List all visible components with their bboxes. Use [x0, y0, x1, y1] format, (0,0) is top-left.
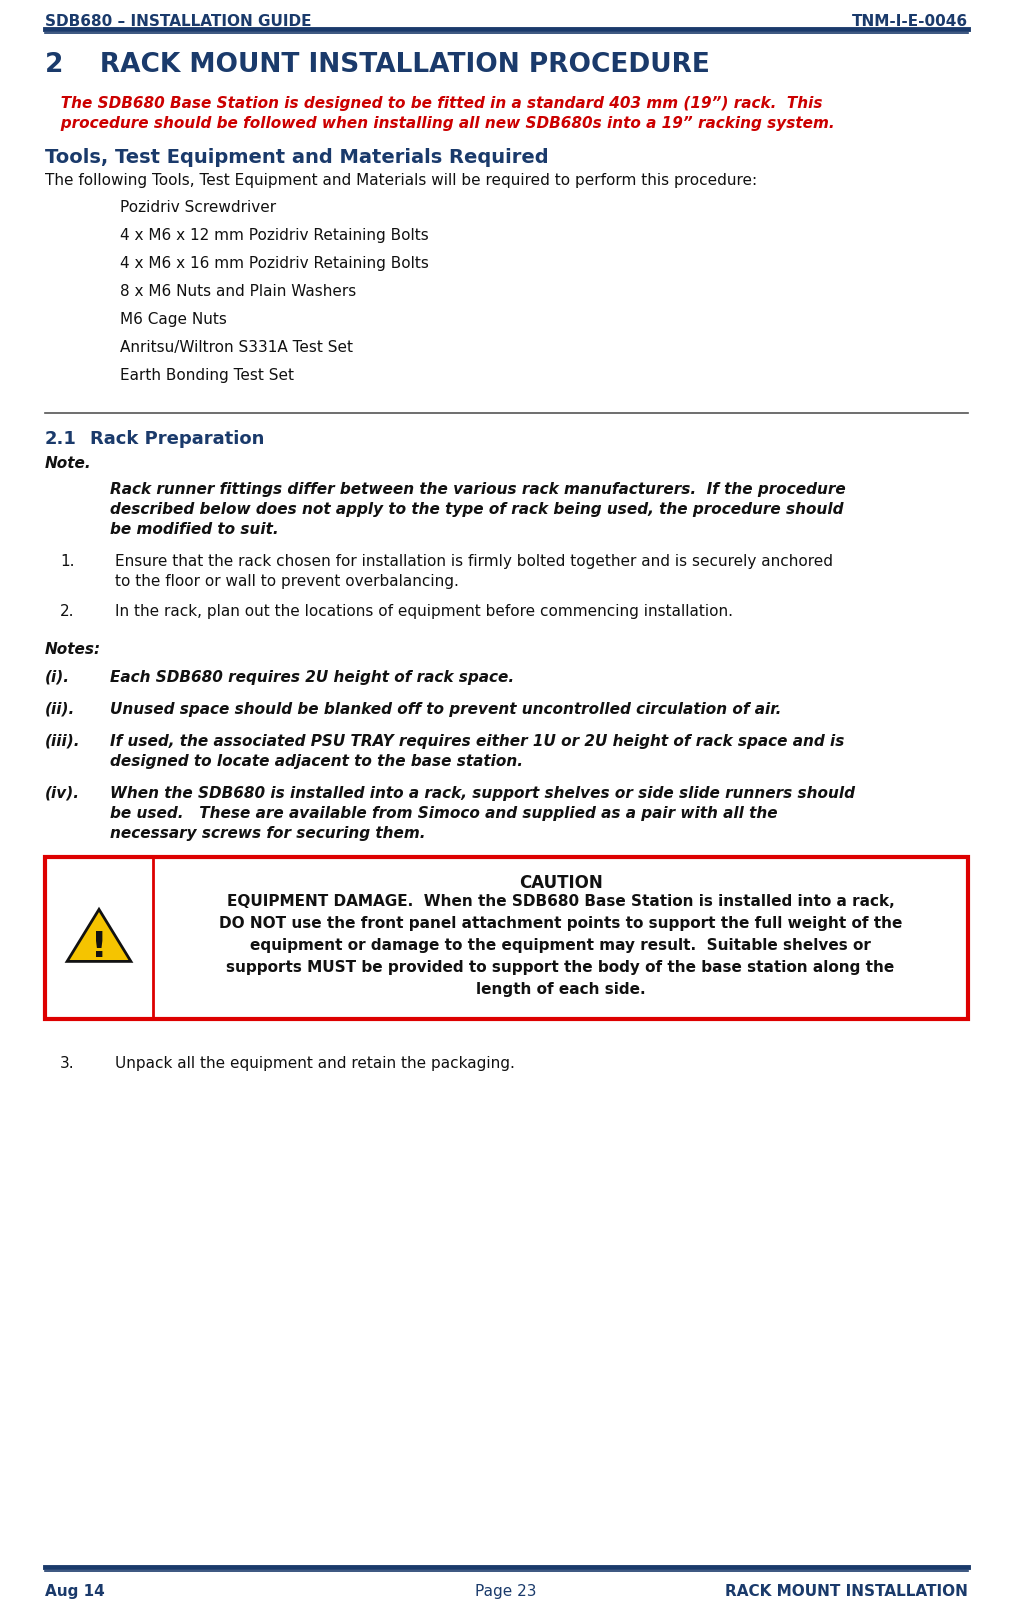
Text: Notes:: Notes:	[45, 641, 101, 657]
Text: !: !	[91, 929, 107, 964]
Text: (iii).: (iii).	[45, 733, 80, 749]
Text: SDB680 – INSTALLATION GUIDE: SDB680 – INSTALLATION GUIDE	[45, 14, 312, 29]
Text: 4 x M6 x 12 mm Pozidriv Retaining Bolts: 4 x M6 x 12 mm Pozidriv Retaining Bolts	[120, 228, 428, 243]
Text: DO NOT use the front panel attachment points to support the full weight of the: DO NOT use the front panel attachment po…	[219, 916, 903, 930]
Text: Pozidriv Screwdriver: Pozidriv Screwdriver	[120, 199, 277, 215]
Text: Tools, Test Equipment and Materials Required: Tools, Test Equipment and Materials Requ…	[45, 148, 549, 167]
Text: 2    RACK MOUNT INSTALLATION PROCEDURE: 2 RACK MOUNT INSTALLATION PROCEDURE	[45, 51, 710, 79]
Text: equipment or damage to the equipment may result.  Suitable shelves or: equipment or damage to the equipment may…	[250, 937, 871, 953]
Text: Note.: Note.	[45, 456, 91, 471]
Text: 2.1: 2.1	[45, 429, 77, 448]
Text: Page 23: Page 23	[475, 1583, 537, 1597]
Text: (i).: (i).	[45, 670, 70, 685]
Text: be used.   These are available from Simoco and supplied as a pair with all the: be used. These are available from Simoco…	[110, 805, 778, 821]
Text: 3.: 3.	[60, 1056, 75, 1070]
Text: to the floor or wall to prevent overbalancing.: to the floor or wall to prevent overbala…	[115, 574, 459, 588]
Text: procedure should be followed when installing all new SDB680s into a 19” racking : procedure should be followed when instal…	[45, 116, 835, 130]
Text: 4 x M6 x 16 mm Pozidriv Retaining Bolts: 4 x M6 x 16 mm Pozidriv Retaining Bolts	[120, 256, 428, 272]
Text: Unused space should be blanked off to prevent uncontrolled circulation of air.: Unused space should be blanked off to pr…	[110, 702, 781, 717]
Text: When the SDB680 is installed into a rack, support shelves or side slide runners : When the SDB680 is installed into a rack…	[110, 786, 855, 800]
Text: (iv).: (iv).	[45, 786, 80, 800]
Text: necessary screws for securing them.: necessary screws for securing them.	[110, 826, 425, 840]
Text: The SDB680 Base Station is designed to be fitted in a standard 403 mm (19”) rack: The SDB680 Base Station is designed to b…	[45, 96, 823, 111]
Text: Each SDB680 requires 2U height of rack space.: Each SDB680 requires 2U height of rack s…	[110, 670, 515, 685]
FancyBboxPatch shape	[45, 858, 968, 1019]
Text: designed to locate adjacent to the base station.: designed to locate adjacent to the base …	[110, 754, 523, 768]
Text: M6 Cage Nuts: M6 Cage Nuts	[120, 312, 227, 326]
Text: If used, the associated PSU TRAY requires either 1U or 2U height of rack space a: If used, the associated PSU TRAY require…	[110, 733, 845, 749]
Text: Rack Preparation: Rack Preparation	[90, 429, 264, 448]
Text: CAUTION: CAUTION	[519, 874, 603, 892]
Polygon shape	[67, 910, 131, 963]
Text: (ii).: (ii).	[45, 702, 75, 717]
Text: 8 x M6 Nuts and Plain Washers: 8 x M6 Nuts and Plain Washers	[120, 284, 357, 299]
Text: TNM-I-E-0046: TNM-I-E-0046	[852, 14, 968, 29]
Text: In the rack, plan out the locations of equipment before commencing installation.: In the rack, plan out the locations of e…	[115, 604, 733, 619]
Text: described below does not apply to the type of rack being used, the procedure sho: described below does not apply to the ty…	[110, 501, 844, 517]
Text: 1.: 1.	[60, 554, 75, 569]
Text: RACK MOUNT INSTALLATION: RACK MOUNT INSTALLATION	[725, 1583, 968, 1597]
Text: be modified to suit.: be modified to suit.	[110, 522, 279, 537]
Text: supports MUST be provided to support the body of the base station along the: supports MUST be provided to support the…	[226, 959, 894, 974]
Text: 2.: 2.	[60, 604, 75, 619]
Text: Aug 14: Aug 14	[45, 1583, 104, 1597]
Text: Unpack all the equipment and retain the packaging.: Unpack all the equipment and retain the …	[115, 1056, 515, 1070]
Text: Ensure that the rack chosen for installation is firmly bolted together and is se: Ensure that the rack chosen for installa…	[115, 554, 833, 569]
Text: Anritsu/Wiltron S331A Test Set: Anritsu/Wiltron S331A Test Set	[120, 339, 353, 355]
Text: length of each side.: length of each side.	[476, 982, 645, 996]
Text: EQUIPMENT DAMAGE.  When the SDB680 Base Station is installed into a rack,: EQUIPMENT DAMAGE. When the SDB680 Base S…	[227, 893, 894, 908]
Text: The following Tools, Test Equipment and Materials will be required to perform th: The following Tools, Test Equipment and …	[45, 174, 757, 188]
Text: Earth Bonding Test Set: Earth Bonding Test Set	[120, 368, 294, 382]
Text: Rack runner fittings differ between the various rack manufacturers.  If the proc: Rack runner fittings differ between the …	[110, 482, 846, 497]
